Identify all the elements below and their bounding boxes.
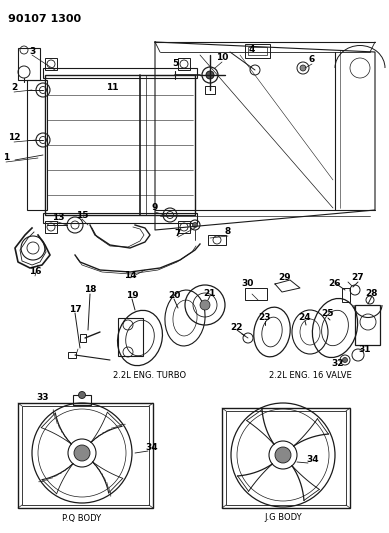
Bar — [80, 334, 86, 342]
Circle shape — [79, 392, 86, 399]
Text: 30: 30 — [242, 279, 254, 287]
Text: 2.2L ENG. TURBO: 2.2L ENG. TURBO — [114, 370, 187, 379]
Bar — [43, 213, 197, 223]
Bar — [68, 352, 76, 358]
Bar — [178, 221, 190, 233]
Circle shape — [74, 445, 90, 461]
Text: 11: 11 — [106, 84, 118, 93]
Text: P.Q BODY: P.Q BODY — [63, 513, 102, 522]
Text: 18: 18 — [84, 286, 96, 295]
Text: 14: 14 — [124, 271, 136, 279]
Circle shape — [300, 65, 306, 71]
Text: 20: 20 — [168, 290, 180, 300]
Text: 32: 32 — [332, 359, 344, 367]
Bar — [222, 408, 350, 508]
Circle shape — [200, 300, 210, 310]
Text: 8: 8 — [225, 228, 231, 237]
Bar — [118, 318, 143, 356]
Text: 13: 13 — [52, 214, 64, 222]
Text: 29: 29 — [279, 273, 291, 282]
Text: 27: 27 — [352, 273, 364, 282]
Bar — [178, 58, 190, 70]
Text: 34: 34 — [307, 456, 319, 464]
Text: 26: 26 — [329, 279, 341, 288]
Text: 5: 5 — [172, 60, 178, 69]
Bar — [18, 403, 153, 508]
Bar — [73, 395, 91, 405]
Text: 23: 23 — [259, 313, 271, 322]
Text: 34: 34 — [146, 443, 158, 453]
Bar — [248, 47, 267, 55]
Text: 31: 31 — [359, 345, 371, 354]
Text: 33: 33 — [37, 393, 49, 402]
Text: 1: 1 — [3, 154, 9, 163]
Bar — [245, 44, 270, 58]
Text: 17: 17 — [69, 305, 81, 314]
Text: 6: 6 — [309, 55, 315, 64]
Bar — [245, 288, 267, 300]
Text: 22: 22 — [231, 324, 243, 333]
Text: 4: 4 — [249, 45, 255, 54]
Text: 2: 2 — [11, 84, 17, 93]
Text: 25: 25 — [322, 310, 334, 319]
Bar — [342, 288, 350, 302]
Bar — [18, 48, 40, 80]
Circle shape — [193, 222, 198, 228]
Circle shape — [275, 447, 291, 463]
Bar — [45, 58, 57, 70]
Text: 90107 1300: 90107 1300 — [8, 14, 81, 24]
Text: 12: 12 — [8, 133, 20, 142]
Bar — [226, 411, 346, 505]
Text: J.G BODY: J.G BODY — [264, 513, 302, 522]
Text: 24: 24 — [299, 313, 311, 322]
Text: 9: 9 — [152, 204, 158, 213]
Text: 19: 19 — [126, 290, 138, 300]
Bar — [205, 86, 215, 94]
Text: 2.2L ENG. 16 VALVE: 2.2L ENG. 16 VALVE — [269, 370, 351, 379]
Text: 21: 21 — [204, 288, 216, 297]
Bar — [45, 221, 57, 233]
Bar — [43, 68, 197, 78]
Text: 10: 10 — [216, 53, 228, 62]
Bar — [22, 406, 149, 505]
Circle shape — [206, 71, 214, 79]
Text: 7: 7 — [175, 229, 181, 238]
Bar — [45, 75, 195, 215]
Text: 16: 16 — [29, 268, 41, 277]
Bar — [208, 235, 226, 245]
Bar — [355, 305, 380, 345]
Text: 28: 28 — [366, 288, 378, 297]
Text: 15: 15 — [76, 212, 88, 221]
Text: 3: 3 — [29, 47, 35, 56]
Circle shape — [342, 358, 347, 362]
Bar — [27, 80, 47, 210]
